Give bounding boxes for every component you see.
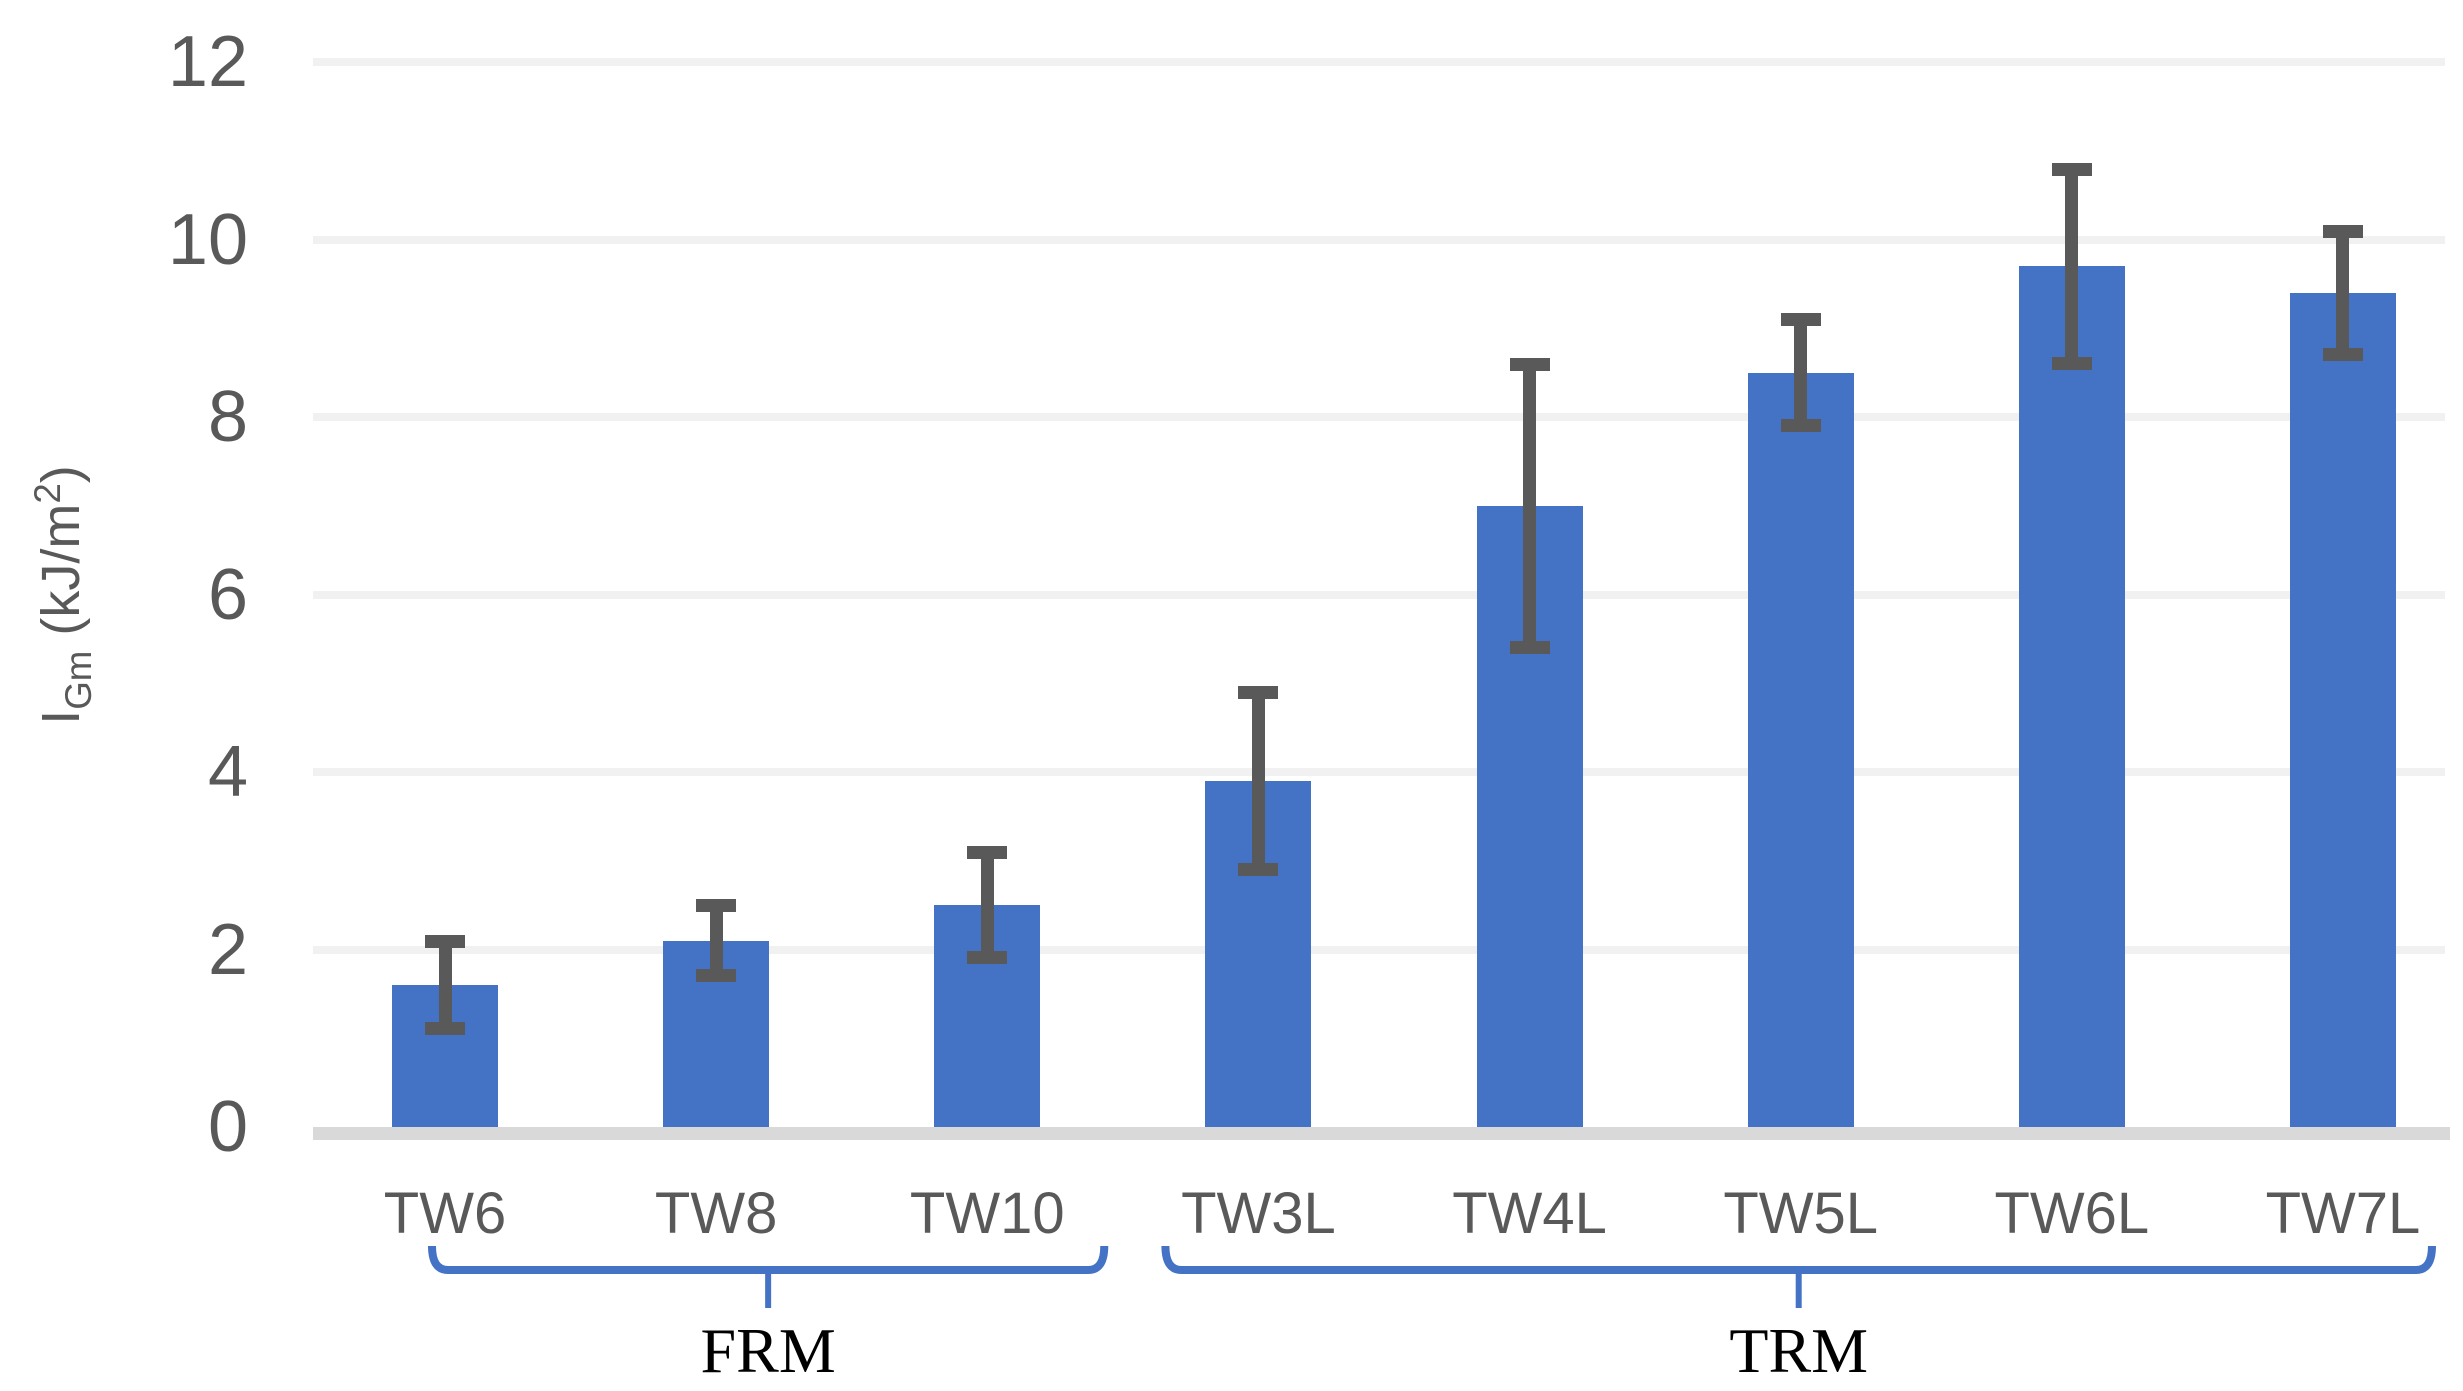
error-bar-bottom-cap [1509,640,1550,654]
group-label: TRM [1729,1315,1869,1386]
group-bracket [1161,1245,2436,1274]
y-tick-label: 2 [207,909,248,990]
error-bar-bottom-cap [1238,862,1279,876]
error-bar-top-cap [2322,224,2363,238]
y-tick-label: 10 [167,199,248,280]
error-bar-top-cap [696,899,737,913]
x-category-label: TW6L [1994,1181,2150,1246]
y-axis-label-close: ) [31,465,91,484]
y-tick-label: 4 [207,732,248,812]
x-category-label: TW6 [383,1181,507,1246]
error-bar-top-cap [2051,162,2092,176]
y-axis-label-subscript: Gm [57,650,99,710]
error-bar-top-cap [1780,313,1821,327]
error-bar-top-cap [425,934,465,948]
group-label: FRM [700,1315,836,1386]
error-bar-top-cap [1238,686,1279,700]
error-bar-top-cap [1509,357,1550,371]
error-bar-bottom-cap [425,1022,465,1036]
x-category-label: TW5L [1723,1181,1879,1246]
error-bar-bottom-cap [2051,356,2092,370]
error-bar-line [2336,230,2350,355]
error-bar-line [1251,692,1265,870]
gridline [313,58,2445,66]
error-bar-bottom-cap [696,969,737,983]
error-bar-line [1794,319,1808,426]
x-category-label: TW8 [654,1181,778,1246]
error-bar-bottom-cap [967,951,1008,965]
gridline [313,768,2445,776]
error-bar-line [980,851,994,959]
gridline [313,945,2445,954]
y-axis-label-base: I [31,709,91,725]
gridline [313,235,2445,244]
bar [2018,266,2125,1127]
y-tick-label: 6 [207,554,248,635]
x-axis-line [313,1127,2450,1140]
error-bar-bottom-cap [2322,347,2363,361]
group-bracket [428,1245,1109,1274]
error-bar-line [2065,168,2079,364]
error-bar-top-cap [967,845,1008,859]
bar [1747,372,1854,1127]
x-category-label: TW10 [909,1181,1065,1246]
x-category-label: TW7L [2265,1181,2421,1246]
y-tick-label: 0 [207,1087,248,1167]
x-category-label: TW3L [1181,1181,1336,1246]
y-axis-label-superscript: 2 [27,483,68,504]
gridline [313,413,2445,421]
x-category-label: TW4L [1452,1181,1607,1246]
gridline [313,590,2445,599]
y-tick-label: 8 [207,377,248,457]
y-tick-label: 12 [167,22,248,102]
error-bar-line [1523,363,1537,648]
error-bar-bottom-cap [1780,418,1821,432]
bar [2289,292,2396,1127]
error-bar-line [438,940,452,1030]
error-bar-line [709,905,723,977]
